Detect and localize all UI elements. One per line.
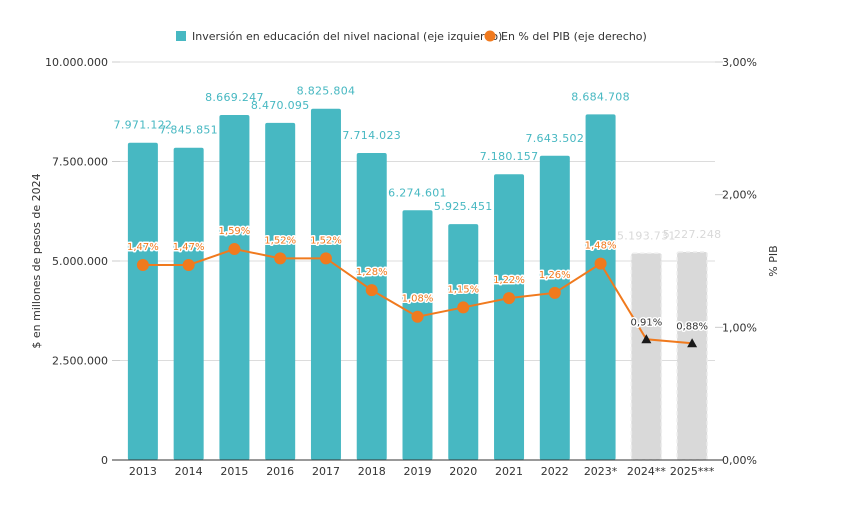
pib-point-marker — [136, 258, 149, 271]
y-tick-label: 10.000.000 — [45, 56, 108, 69]
y-right-tick-label: 0,00% — [722, 454, 757, 467]
bar-value-label: 6.274.601 — [388, 186, 447, 199]
pib-value-label: 1,52% — [310, 235, 342, 246]
pib-value-label: 1,47% — [173, 242, 205, 253]
x-tick-label: 2016 — [266, 465, 294, 478]
x-tick-label: 2017 — [312, 465, 340, 478]
y-tick-label: 5.000.000 — [52, 255, 108, 268]
pib-point-marker-projected — [641, 334, 652, 344]
y-right-tick-label: 1,00% — [722, 321, 757, 334]
y-axis-right: 0,00% 1,00% 2,00% 3,00% — [715, 56, 757, 467]
x-tick-label: 2019 — [404, 465, 432, 478]
bar — [494, 174, 525, 461]
x-tick-label: 2021 — [495, 465, 523, 478]
bar-value-label: 5.193.731 — [617, 229, 676, 242]
y-right-tick-label: 3,00% — [722, 56, 757, 69]
pib-value-label: 1,52% — [264, 235, 296, 246]
bar — [265, 122, 296, 460]
bar-value-label: 8.669.247 — [205, 91, 264, 104]
bar-value-label: 7.714.023 — [342, 129, 401, 142]
pib-point-marker — [365, 284, 378, 297]
x-axis-labels: 2013 2014 2015 2016 2017 2018 2019 2020 2021 2022… — [129, 465, 715, 478]
bar — [356, 152, 387, 461]
pib-value-label: 1,28% — [356, 267, 388, 278]
bar — [219, 114, 250, 461]
bar-value-label: 7.845.851 — [159, 124, 218, 137]
pib-point-marker — [594, 257, 607, 270]
pib-value-label: 1,22% — [493, 275, 525, 286]
pib-point-marker — [457, 301, 470, 314]
y-tick-label: 2.500.000 — [52, 355, 108, 368]
bar-value-label: 7.643.502 — [525, 132, 584, 145]
legend-label-line[interactable]: En % del PIB (eje derecho) — [501, 30, 647, 43]
x-tick-label: 2025*** — [670, 465, 715, 478]
bar — [402, 210, 433, 460]
pib-point-marker — [319, 252, 332, 265]
pib-point-marker — [182, 258, 195, 271]
bar — [585, 114, 616, 460]
bar — [173, 147, 204, 461]
y-tick-label: 0 — [101, 454, 108, 467]
bar-value-label: 8.470.095 — [251, 99, 310, 112]
bar-value-label: 8.825.804 — [297, 85, 356, 98]
legend-label-bar[interactable]: Inversión en educación del nivel naciona… — [192, 30, 502, 43]
y-axis-left-title: $ en millones de pesos de 2024 — [30, 173, 43, 348]
x-tick-label: 2023* — [584, 465, 618, 478]
bar — [127, 142, 158, 461]
pib-value-label: 1,15% — [447, 284, 479, 295]
legend: Inversión en educación del nivel naciona… — [176, 30, 647, 43]
y-axis-left: 0 2.500.000 5.000.000 7.500.000 10.000.000 — [45, 56, 120, 467]
pib-line-series: 1,47% 1,47% 1,59% 1,52% 1,52% 1,28% 1,08% 1,15%… — [125, 225, 710, 348]
bar-value-label: 8.684.708 — [571, 90, 630, 103]
pib-value-label: 0,91% — [630, 317, 662, 328]
pib-point-marker — [503, 292, 516, 305]
x-tick-label: 2020 — [449, 465, 477, 478]
pib-value-label: 1,26% — [539, 270, 571, 281]
bar — [310, 108, 341, 460]
bar-value-label: 7.971.122 — [114, 119, 173, 132]
bar-value-label: 7.180.157 — [480, 150, 539, 163]
pib-point-marker-projected — [687, 338, 698, 348]
pib-value-label: 1,59% — [219, 226, 251, 237]
x-tick-label: 2015 — [220, 465, 248, 478]
legend-swatch-bar — [176, 31, 186, 41]
pib-value-label: 1,47% — [127, 242, 159, 253]
bar-value-label: 5.227.248 — [663, 228, 722, 241]
bar — [448, 224, 479, 460]
pib-point-marker — [274, 252, 287, 265]
pib-value-label: 0,88% — [676, 321, 708, 332]
x-tick-label: 2013 — [129, 465, 157, 478]
bar — [630, 252, 663, 461]
bar-value-label: 5.925.451 — [434, 200, 493, 213]
x-tick-label: 2018 — [358, 465, 386, 478]
bar — [539, 155, 570, 460]
y-tick-label: 7.500.000 — [52, 156, 108, 169]
pib-point-marker — [548, 286, 561, 299]
y-right-tick-label: 2,00% — [722, 189, 757, 202]
pib-value-label: 1,08% — [402, 294, 434, 305]
pib-point-marker — [228, 243, 241, 256]
legend-swatch-line — [484, 30, 496, 42]
bar — [676, 251, 708, 461]
y-axis-right-title: % PIB — [767, 245, 780, 276]
pib-value-label: 1,48% — [585, 241, 617, 252]
x-tick-label: 2022 — [541, 465, 569, 478]
bars — [127, 108, 708, 461]
x-tick-label: 2024** — [627, 465, 666, 478]
x-tick-label: 2014 — [175, 465, 203, 478]
pib-point-marker — [411, 310, 424, 323]
